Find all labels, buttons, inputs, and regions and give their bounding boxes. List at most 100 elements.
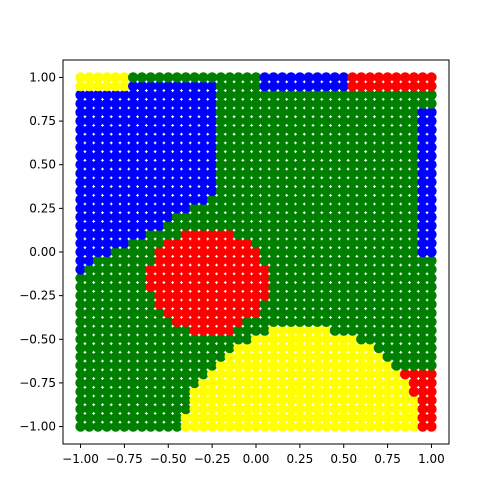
data-point-yellow: [233, 377, 244, 389]
data-point-red: [364, 72, 376, 83]
data-point-green: [180, 360, 192, 371]
data-point-green: [242, 89, 253, 101]
data-point-yellow: [356, 368, 367, 380]
data-point-green: [364, 194, 376, 205]
data-point-green: [171, 412, 183, 424]
data-point-green: [110, 272, 121, 284]
data-point-green: [233, 89, 244, 101]
data-point-yellow: [347, 334, 358, 345]
data-point-yellow: [329, 342, 341, 354]
data-point-yellow: [356, 360, 367, 371]
data-point-yellow: [373, 421, 385, 432]
data-point-green: [329, 281, 341, 293]
data-point-green: [338, 255, 349, 266]
data-point-green: [399, 168, 411, 179]
data-point-green: [399, 203, 411, 214]
data-point-green: [399, 307, 411, 319]
data-point-green: [268, 255, 279, 266]
data-point-green: [399, 238, 411, 249]
data-point-blue: [145, 133, 156, 144]
data-point-green: [215, 142, 227, 153]
data-point-green: [110, 395, 121, 406]
data-point-green: [171, 229, 183, 240]
data-point-blue: [92, 185, 104, 197]
data-point-green: [408, 325, 420, 336]
data-point-green: [127, 238, 139, 249]
data-point-yellow: [198, 377, 209, 389]
data-point-blue: [75, 124, 86, 136]
data-point-green: [110, 351, 121, 362]
data-point-green: [382, 168, 393, 179]
data-point-blue: [206, 150, 218, 162]
data-point-blue: [312, 72, 323, 83]
data-point-green: [338, 115, 349, 127]
data-point-red: [224, 229, 235, 240]
data-point-green: [224, 185, 235, 197]
data-point-green: [417, 316, 428, 328]
data-point-yellow: [268, 421, 279, 432]
data-point-blue: [163, 133, 174, 144]
data-point-green: [356, 124, 367, 136]
data-point-green: [250, 133, 262, 144]
data-point-red: [215, 255, 227, 266]
data-point-green: [320, 133, 332, 144]
data-point-green: [180, 377, 192, 389]
data-point-red: [206, 307, 218, 319]
data-point-blue: [75, 211, 86, 223]
data-point-blue: [145, 211, 156, 223]
data-point-green: [189, 203, 200, 214]
data-point-green: [224, 176, 235, 188]
data-point-green: [127, 386, 139, 397]
data-point-green: [101, 377, 113, 389]
data-point-green: [347, 98, 358, 109]
data-point-green: [338, 316, 349, 328]
data-point-yellow: [338, 368, 349, 380]
data-point-green: [417, 89, 428, 101]
data-point-green: [154, 307, 165, 319]
data-point-green: [356, 316, 367, 328]
data-point-blue: [101, 203, 113, 214]
data-point-red: [189, 229, 200, 240]
data-point-green: [364, 133, 376, 144]
data-point-yellow: [233, 351, 244, 362]
data-point-green: [215, 194, 227, 205]
data-point-red: [189, 238, 200, 249]
data-point-yellow: [198, 412, 209, 424]
data-point-green: [303, 107, 314, 118]
data-point-green: [329, 98, 341, 109]
data-point-green: [399, 220, 411, 232]
data-point-green: [136, 334, 148, 345]
data-point-yellow: [329, 412, 341, 424]
data-point-yellow: [215, 360, 227, 371]
data-point-green: [233, 203, 244, 214]
data-point-green: [171, 351, 183, 362]
data-point-green: [268, 142, 279, 153]
data-point-green: [75, 316, 86, 328]
data-point-green: [163, 342, 174, 354]
data-point-green: [268, 290, 279, 301]
data-point-yellow: [224, 377, 235, 389]
data-point-green: [364, 264, 376, 275]
data-point-green: [417, 264, 428, 275]
data-point-green: [285, 115, 297, 127]
data-point-yellow: [320, 377, 332, 389]
data-point-green: [347, 229, 358, 240]
data-point-yellow: [312, 351, 323, 362]
data-point-blue: [92, 89, 104, 101]
data-point-green: [294, 246, 306, 258]
data-point-green: [312, 150, 323, 162]
data-point-red: [198, 255, 209, 266]
data-point-green: [277, 168, 288, 179]
data-point-green: [399, 325, 411, 336]
data-point-yellow: [285, 342, 297, 354]
data-point-green: [347, 264, 358, 275]
data-point-red: [163, 281, 174, 293]
data-point-blue: [426, 185, 437, 197]
data-point-red: [206, 229, 218, 240]
data-point-green: [373, 98, 385, 109]
data-point-green: [233, 168, 244, 179]
data-point-yellow: [294, 395, 306, 406]
data-point-green: [198, 351, 209, 362]
data-point-green: [391, 255, 402, 266]
data-point-green: [356, 211, 367, 223]
